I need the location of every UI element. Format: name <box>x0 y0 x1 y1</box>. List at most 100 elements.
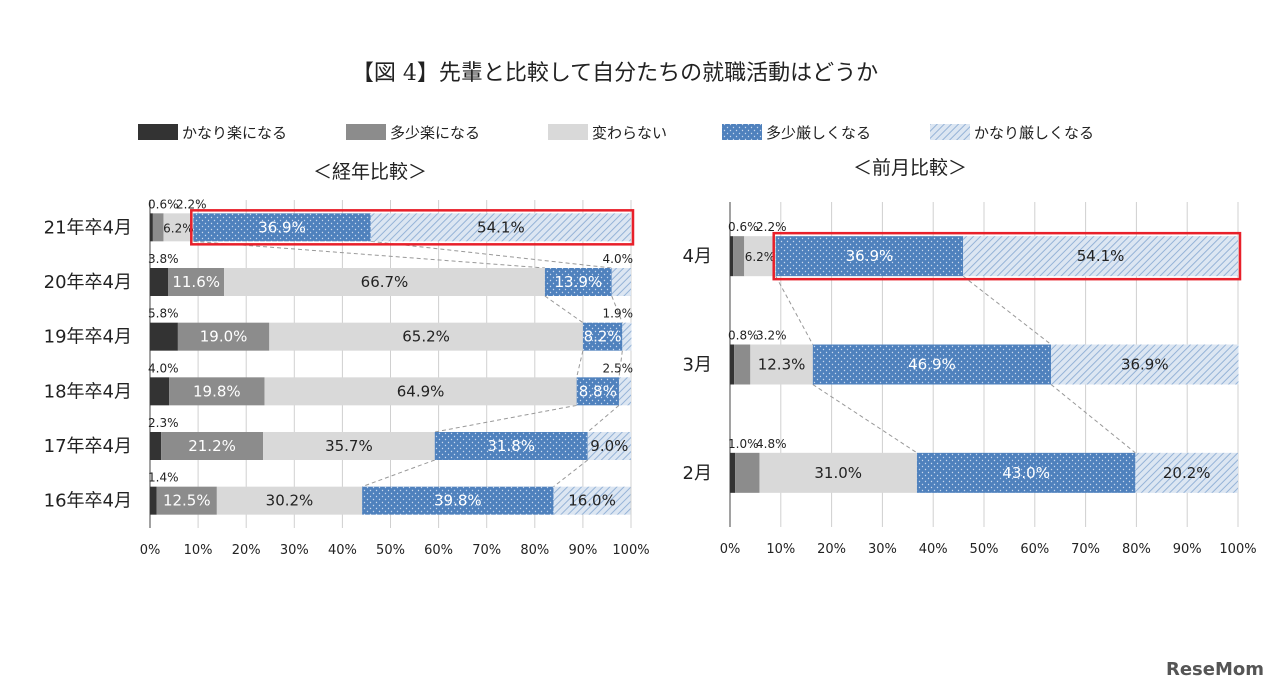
x-tick-label: 40% <box>328 543 357 558</box>
data-label: 54.1% <box>477 218 525 236</box>
data-label: 36.9% <box>258 218 306 236</box>
x-tick-label: 70% <box>472 543 501 558</box>
data-label: 64.9% <box>397 382 445 400</box>
data-label: 0.6% <box>728 220 759 234</box>
data-label: 2.3% <box>148 416 179 430</box>
data-label: 39.8% <box>434 492 482 510</box>
category-label: 2月 <box>683 463 712 484</box>
x-tick-label: 100% <box>1219 542 1256 557</box>
highlight-box <box>190 209 635 246</box>
bar-segment <box>161 432 264 460</box>
connector-line <box>193 240 545 269</box>
bar-segment <box>733 236 745 277</box>
legend-label: 変わらない <box>592 124 667 142</box>
bar-segment <box>730 344 735 385</box>
x-tick-label: 60% <box>1020 542 1049 557</box>
data-label: 3.8% <box>148 252 179 266</box>
connector-line <box>812 384 918 454</box>
connector-line <box>434 404 577 433</box>
bar-segment <box>216 486 363 515</box>
data-label: 2.2% <box>176 197 207 211</box>
category-label: 4月 <box>683 246 712 267</box>
x-tick-label: 20% <box>232 543 261 558</box>
data-label: 1.4% <box>148 471 179 485</box>
data-label: 3.2% <box>756 329 787 343</box>
data-label: 11.6% <box>172 273 220 291</box>
data-label: 31.0% <box>814 464 862 482</box>
data-label: 31.8% <box>487 437 535 455</box>
bar-segment <box>163 213 194 242</box>
data-label: 4.8% <box>756 437 787 451</box>
connector-line <box>587 404 620 433</box>
data-label: 8.2% <box>584 328 622 346</box>
chart-yearly-comparison: 0% 10% 20% 30% 40% 50% 60% 70% 80% 90% 100% 21年卒4月 0… <box>44 197 650 558</box>
bar-segment <box>150 377 170 406</box>
bar-segment <box>150 486 157 515</box>
data-label: 4.0% <box>148 361 179 375</box>
connector-line <box>962 275 1052 345</box>
subtitle-left: ＜経年比較＞ <box>313 161 427 183</box>
data-label: 8.8% <box>579 382 617 400</box>
category-label: 20年卒4月 <box>44 272 132 293</box>
x-tick-label: 90% <box>568 543 597 558</box>
data-label: 0.8% <box>728 329 759 343</box>
x-tick-label: 50% <box>970 542 999 557</box>
bar-segment <box>193 213 371 242</box>
data-label: 12.3% <box>758 356 806 374</box>
legend-label: 多少厳しくなる <box>766 124 871 142</box>
x-tick-label: 30% <box>280 543 309 558</box>
bar-segment <box>759 452 917 493</box>
data-label: 9.0% <box>590 437 628 455</box>
x-tick-label: 90% <box>1173 542 1202 557</box>
x-tick-label: 10% <box>766 542 795 557</box>
bar-segment <box>582 322 623 351</box>
data-label: 36.9% <box>846 247 894 265</box>
bar-segment <box>576 377 619 406</box>
bar-segment <box>618 377 631 406</box>
highlight-box <box>772 231 1242 281</box>
data-label: 4.0% <box>603 252 634 266</box>
bar-segment <box>177 322 270 351</box>
data-label: 54.1% <box>1077 247 1125 265</box>
bar-segment <box>150 322 178 351</box>
data-label: 43.0% <box>1002 464 1050 482</box>
bar-segment <box>775 236 964 277</box>
data-label: 35.7% <box>325 437 373 455</box>
bar-segment <box>263 432 435 460</box>
legend-label: かなり楽になる <box>182 124 287 142</box>
legend-swatch <box>346 124 386 140</box>
data-label: 0.6% <box>148 197 179 211</box>
connector-line <box>361 459 435 488</box>
bar-segment <box>916 452 1136 493</box>
bar-segment <box>553 486 631 515</box>
bar-segment <box>744 236 776 277</box>
data-label: 1.0% <box>728 437 759 451</box>
x-tick-label: 0% <box>140 543 161 558</box>
connector-line <box>370 240 612 269</box>
legend-swatch <box>548 124 588 140</box>
connector-line <box>553 459 589 488</box>
subtitle-right: ＜前月比較＞ <box>853 157 967 179</box>
bar-segment <box>169 377 265 406</box>
x-tick-label: 40% <box>919 542 948 557</box>
bar-segment <box>434 432 588 460</box>
x-tick-label: 70% <box>1071 542 1100 557</box>
bar-segment <box>611 268 631 296</box>
bar-segment <box>269 322 583 351</box>
data-label: 5.8% <box>148 307 179 321</box>
bar-segment <box>812 344 1052 385</box>
data-label: 36.9% <box>1121 356 1169 374</box>
connector-line <box>544 295 584 324</box>
category-label: 16年卒4月 <box>44 491 132 512</box>
bar-segment <box>150 432 162 460</box>
data-label: 30.2% <box>266 492 314 510</box>
x-tick-label: 80% <box>1122 542 1151 557</box>
chart-monthly-comparison: 0% 10% 20% 30% 40% 50% 60% 70% 80% 90% 100%4月0.6%2… <box>683 202 1257 557</box>
data-label: 19.8% <box>193 382 241 400</box>
bar-segment <box>587 432 631 460</box>
bar-segment <box>150 213 153 242</box>
legend-label: 多少楽になる <box>390 124 480 142</box>
data-label: 16.0% <box>568 492 616 510</box>
